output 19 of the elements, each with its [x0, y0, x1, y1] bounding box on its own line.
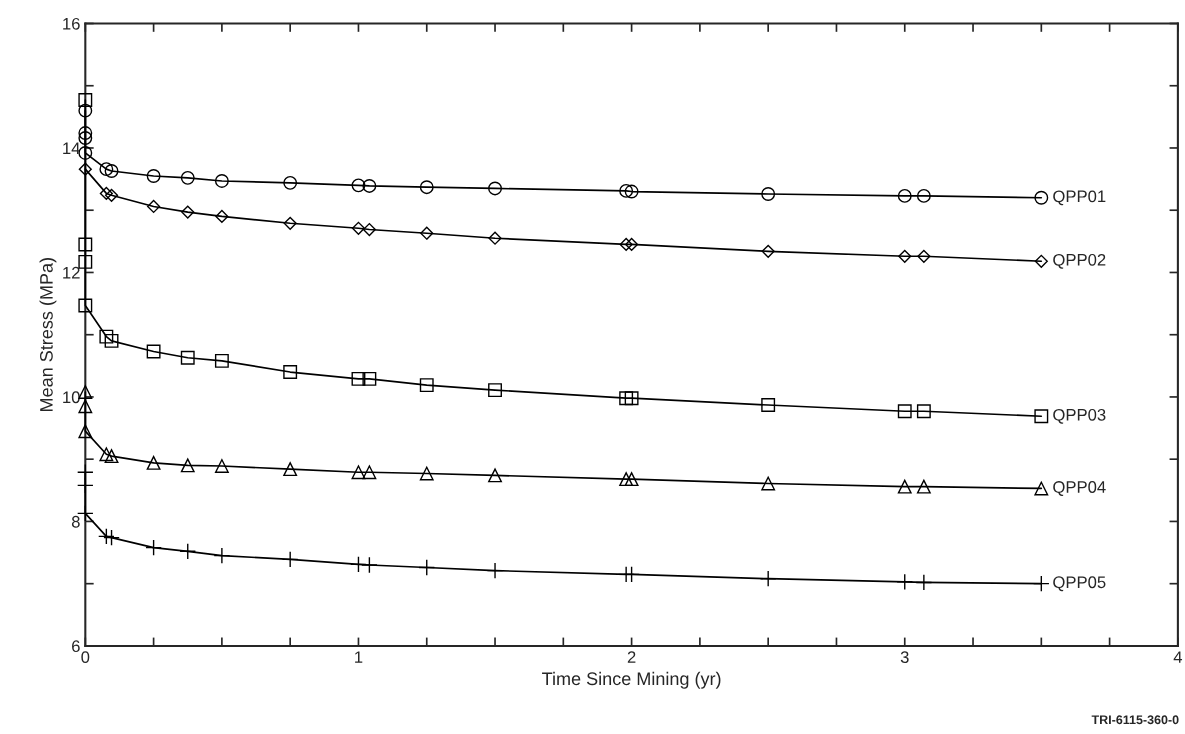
- text: TRI-6115-360-0: [1091, 715, 1179, 725]
- y-tick-label: 14: [63, 142, 80, 155]
- x-tick-label: 4: [1173, 651, 1183, 663]
- x-tick-label: 3: [900, 651, 909, 664]
- x-tick-label: 1: [355, 651, 363, 663]
- y-tick-label: 16: [63, 17, 80, 30]
- y-tick-label: 8: [71, 515, 80, 528]
- series-label: QPP02: [1053, 253, 1106, 269]
- series-label: QPP01: [1053, 190, 1106, 206]
- x-tick-label: 0: [81, 651, 90, 664]
- y-tick-label: 12: [63, 266, 80, 279]
- x-axis-title: Time Since Mining (yr): [542, 671, 721, 689]
- series-label: QPP05: [1053, 576, 1106, 592]
- y-tick-label: 10: [63, 391, 80, 404]
- y-axis-title: Mean Stress (MPa): [39, 258, 57, 411]
- series-label: QPP03: [1053, 408, 1106, 424]
- x-tick-label: 2: [627, 651, 636, 663]
- series-label: QPP04: [1053, 481, 1106, 496]
- y-tick-label: 6: [72, 640, 80, 653]
